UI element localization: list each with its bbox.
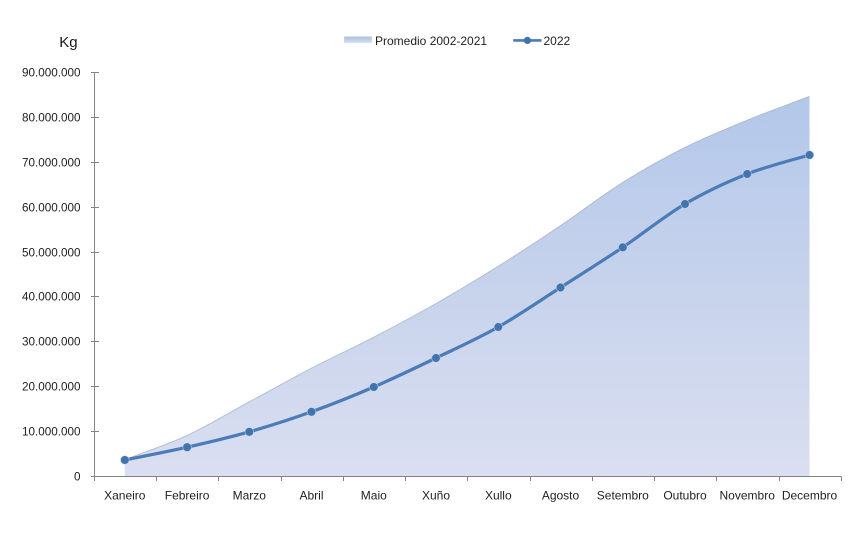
svg-text:40.000.000: 40.000.000	[22, 291, 81, 304]
svg-text:Maio: Maio	[361, 489, 387, 503]
svg-text:Promedio 2002-2021: Promedio 2002-2021	[375, 34, 487, 48]
svg-text:Outubro: Outubro	[663, 489, 707, 503]
svg-text:Setembro: Setembro	[597, 489, 649, 503]
svg-text:Abril: Abril	[299, 489, 323, 503]
svg-text:Xuño: Xuño	[422, 489, 450, 503]
svg-text:60.000.000: 60.000.000	[22, 202, 81, 215]
svg-text:2022: 2022	[544, 34, 571, 48]
svg-text:30.000.000: 30.000.000	[22, 336, 81, 349]
svg-text:Novembro: Novembro	[720, 489, 776, 503]
svg-text:Decembro: Decembro	[782, 489, 838, 503]
svg-text:Agosto: Agosto	[542, 489, 580, 503]
svg-text:90.000.000: 90.000.000	[22, 67, 81, 80]
svg-text:20.000.000: 20.000.000	[22, 381, 81, 394]
svg-text:10.000.000: 10.000.000	[22, 426, 81, 439]
svg-text:Xaneiro: Xaneiro	[104, 489, 146, 503]
svg-text:Marzo: Marzo	[233, 489, 267, 503]
svg-text:Febreiro: Febreiro	[165, 489, 210, 503]
svg-text:80.000.000: 80.000.000	[22, 112, 81, 125]
svg-text:50.000.000: 50.000.000	[22, 247, 81, 260]
svg-text:Kg: Kg	[59, 34, 77, 51]
svg-text:Xullo: Xullo	[485, 489, 512, 503]
svg-text:0: 0	[74, 471, 81, 484]
svg-text:70.000.000: 70.000.000	[22, 157, 81, 170]
